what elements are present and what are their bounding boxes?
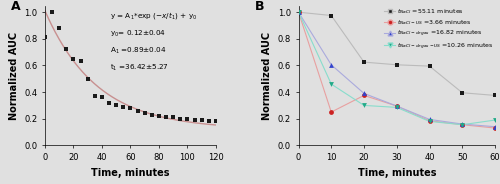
X-axis label: Time, minutes: Time, minutes xyxy=(358,168,436,178)
Legend: $t_{NaCl}$ =55.11 minutes, $t_{NaCl-US}$ =3.66 minutes, $t_{NaCl-degas}$ =16.82 : $t_{NaCl}$ =55.11 minutes, $t_{NaCl-US}$… xyxy=(384,7,494,52)
Point xyxy=(426,120,434,123)
Point xyxy=(458,123,466,126)
Point xyxy=(48,11,56,14)
Point xyxy=(393,106,401,109)
Point xyxy=(41,36,49,39)
Point xyxy=(140,112,148,115)
X-axis label: Time, minutes: Time, minutes xyxy=(91,168,170,178)
Point xyxy=(360,94,368,97)
Point xyxy=(98,96,106,99)
Point xyxy=(393,105,401,107)
Point xyxy=(62,48,70,51)
Point xyxy=(328,83,336,86)
Point xyxy=(294,11,302,14)
Point xyxy=(491,94,499,97)
Text: y$_0$= 0.12$\pm$0.04: y$_0$= 0.12$\pm$0.04 xyxy=(110,29,166,40)
Point xyxy=(426,119,434,122)
Point xyxy=(458,123,466,125)
Point xyxy=(491,118,499,121)
Point xyxy=(148,113,156,116)
Point xyxy=(328,14,336,17)
Point xyxy=(491,127,499,130)
Point xyxy=(198,118,205,121)
Point xyxy=(190,118,198,121)
Point xyxy=(70,57,78,60)
Point xyxy=(134,109,141,112)
Point xyxy=(76,60,84,63)
Point xyxy=(184,117,192,120)
Point xyxy=(426,118,434,121)
Text: A: A xyxy=(11,0,20,13)
Point xyxy=(204,120,212,123)
Point xyxy=(328,111,336,114)
Point xyxy=(112,104,120,107)
Point xyxy=(169,116,177,119)
Point xyxy=(91,95,99,98)
Text: y = A$_1$*exp $(-x/t_1)$ + y$_0$: y = A$_1$*exp $(-x/t_1)$ + y$_0$ xyxy=(110,10,198,21)
Point xyxy=(426,65,434,68)
Point xyxy=(176,117,184,120)
Point xyxy=(55,27,63,30)
Point xyxy=(294,11,302,14)
Text: A$_1$ =0.89$\pm$0.04: A$_1$ =0.89$\pm$0.04 xyxy=(110,46,166,56)
Point xyxy=(393,63,401,66)
Point xyxy=(294,11,302,14)
Point xyxy=(105,101,113,104)
Point xyxy=(393,105,401,107)
Point xyxy=(162,116,170,119)
Point xyxy=(360,61,368,64)
Point xyxy=(458,123,466,126)
Point xyxy=(458,91,466,94)
Point xyxy=(360,104,368,107)
Text: t$_1$ =36.42$\pm$5.27: t$_1$ =36.42$\pm$5.27 xyxy=(110,63,168,73)
Point xyxy=(294,11,302,14)
Y-axis label: Normalized AUC: Normalized AUC xyxy=(262,31,272,119)
Y-axis label: Normalized AUC: Normalized AUC xyxy=(8,31,18,119)
Point xyxy=(212,120,220,123)
Point xyxy=(120,105,128,108)
Point xyxy=(126,107,134,109)
Point xyxy=(491,125,499,128)
Text: B: B xyxy=(256,0,265,13)
Point xyxy=(360,92,368,95)
Point xyxy=(84,77,92,80)
Point xyxy=(328,63,336,66)
Point xyxy=(155,115,163,118)
